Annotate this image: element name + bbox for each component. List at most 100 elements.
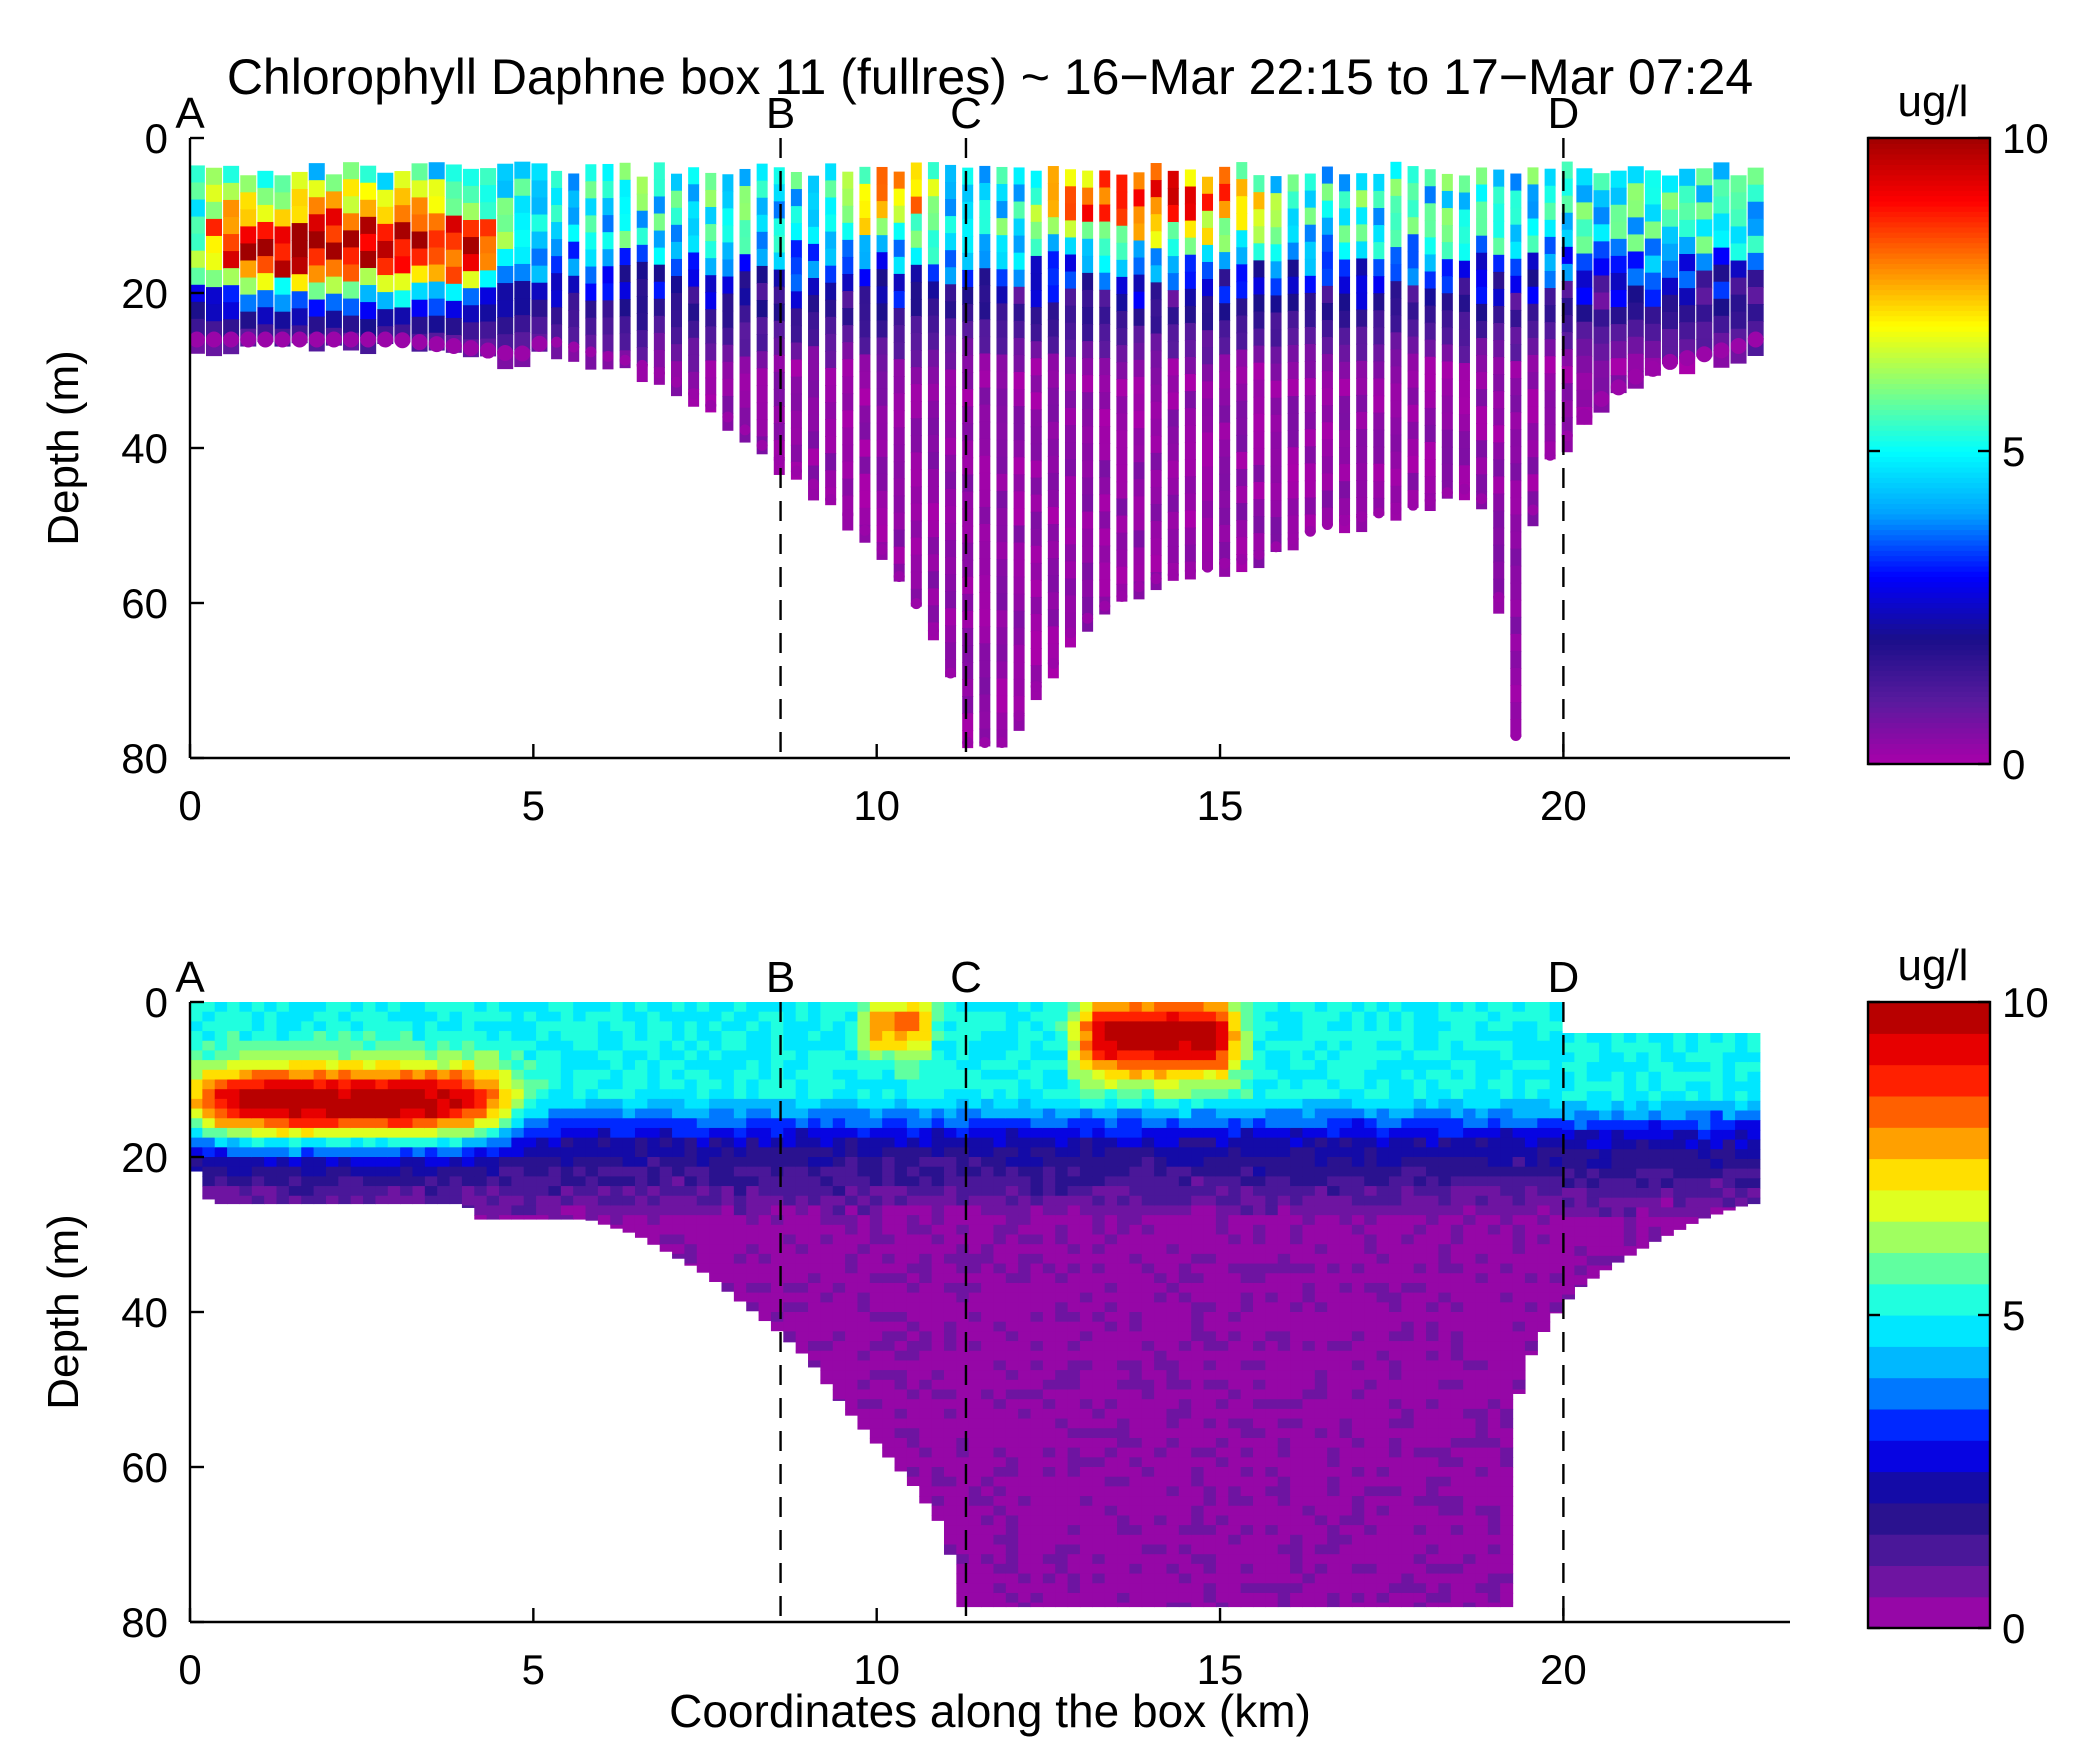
profile-sample	[1150, 469, 1162, 488]
section-cell	[387, 1089, 401, 1100]
section-cell	[968, 1544, 982, 1555]
profile-sample	[551, 222, 563, 240]
profile-sample	[876, 235, 888, 254]
profile-sample	[1356, 497, 1368, 516]
section-cell	[276, 1060, 290, 1071]
section-cell	[956, 1002, 970, 1013]
section-cell	[1018, 1496, 1032, 1507]
section-cell	[1141, 1399, 1155, 1410]
profile-sample	[1576, 321, 1593, 340]
profile-sample	[808, 380, 820, 399]
section-cell	[906, 1244, 920, 1255]
profile-sample	[1747, 218, 1764, 237]
section-cell	[943, 1127, 957, 1139]
profile-sample	[996, 593, 1008, 612]
section-cell	[943, 1263, 957, 1274]
profile-sample	[1561, 383, 1573, 402]
section-cell	[783, 1244, 797, 1255]
section-cell	[1067, 1089, 1081, 1100]
profile-sample	[1287, 498, 1299, 517]
profile-sample	[979, 251, 991, 270]
section-cell	[1117, 1253, 1130, 1265]
profile-sample	[1339, 293, 1351, 312]
section-cell	[919, 1205, 933, 1216]
profile-sample	[842, 256, 854, 275]
section-cell	[202, 1079, 216, 1090]
profile-sample	[893, 529, 905, 548]
section-cell	[758, 1127, 772, 1139]
profile-sample	[962, 662, 974, 680]
section-cell	[338, 1166, 352, 1177]
section-cell	[313, 1127, 327, 1139]
profile-sample	[1270, 465, 1282, 484]
section-cell	[943, 1408, 957, 1420]
profile-sample	[1679, 288, 1696, 306]
profile-sample	[979, 182, 991, 201]
section-cell	[1018, 1195, 1032, 1207]
section-cell	[622, 1186, 636, 1197]
profile-sample	[602, 163, 614, 182]
section-cell	[1055, 1399, 1069, 1410]
section-cell	[956, 1515, 970, 1526]
section-cell	[511, 1021, 525, 1032]
section-cell	[993, 1447, 1007, 1458]
section-cell	[783, 1253, 797, 1265]
section-cell	[1117, 1069, 1130, 1081]
section-cell	[795, 1031, 809, 1042]
section-cell	[857, 1360, 871, 1371]
section-cell	[597, 1215, 611, 1225]
section-cell	[202, 1118, 216, 1129]
section-cell	[1030, 1186, 1044, 1197]
section-cell	[214, 1118, 228, 1129]
section-cell	[709, 1215, 723, 1226]
profile-sample	[514, 281, 531, 299]
section-cell	[820, 1215, 834, 1226]
section-cell	[1178, 1563, 1192, 1575]
section-cell	[721, 1186, 735, 1197]
colorbar-band	[1868, 284, 1990, 291]
section-cell	[709, 1273, 723, 1282]
profile-sample	[1458, 465, 1470, 484]
profile-end	[927, 625, 939, 637]
profile-sample	[1510, 292, 1522, 311]
section-cell	[857, 1195, 871, 1207]
profile-sample	[325, 191, 342, 210]
profile-sample	[1047, 285, 1059, 304]
section-cell	[350, 1069, 364, 1081]
profile-end	[1458, 483, 1470, 495]
profile-sample	[1476, 303, 1488, 322]
section-cell	[820, 1205, 834, 1216]
profile-sample	[480, 321, 497, 340]
section-cell	[622, 1050, 636, 1061]
section-cell	[733, 1060, 747, 1071]
section-cell	[1104, 1360, 1118, 1371]
profile-sample	[394, 222, 411, 241]
profile-sample	[1133, 496, 1145, 515]
section-cell	[931, 1496, 945, 1507]
section-cell	[264, 1079, 278, 1090]
section-cell	[1117, 1505, 1130, 1517]
section-cell	[288, 1021, 302, 1032]
section-cell	[1154, 1302, 1168, 1313]
section-cell	[919, 1040, 933, 1052]
section-cell	[1104, 1244, 1118, 1255]
section-cell	[313, 1079, 327, 1090]
y-tick-label: 60	[121, 580, 168, 627]
profile-sample	[1373, 378, 1385, 397]
section-cell	[783, 1050, 797, 1061]
section-cell	[709, 1186, 723, 1197]
profile-sample	[979, 387, 991, 406]
colorbar-band	[1868, 617, 1990, 624]
profile-sample	[773, 286, 785, 305]
section-cell	[968, 1079, 982, 1090]
section-cell	[1067, 1292, 1081, 1303]
section-cell	[869, 1205, 883, 1216]
section-cell	[1005, 1428, 1019, 1439]
colorbar-tick-label: 10	[2002, 115, 2049, 162]
profile-sample	[962, 235, 974, 254]
profile-sample	[893, 273, 905, 292]
section-cell	[857, 1312, 871, 1323]
profile-end	[325, 331, 342, 348]
section-cell	[1030, 1331, 1044, 1342]
section-cell	[597, 1089, 611, 1100]
